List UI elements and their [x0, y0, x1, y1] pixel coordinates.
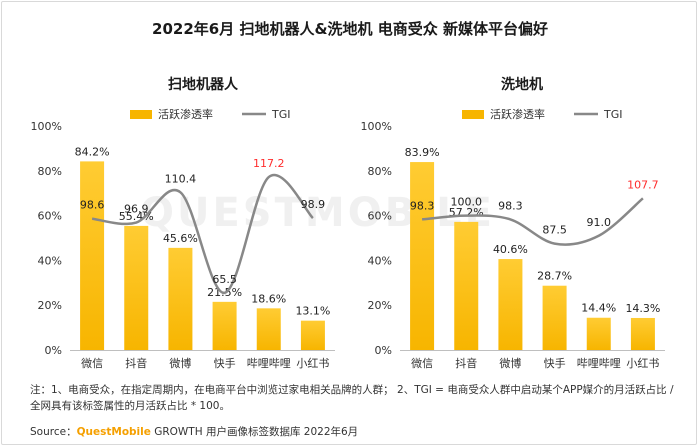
bar — [300, 320, 325, 350]
bar-value-label: 45.6% — [163, 232, 198, 245]
x-tick-label: 抖音 — [455, 356, 477, 370]
bar — [256, 308, 281, 350]
tgi-value-label: 65.5 — [212, 273, 237, 286]
bar — [80, 161, 105, 350]
legend-label-penetration: 活跃渗透率 — [158, 107, 213, 121]
tgi-line — [91, 173, 314, 295]
source-prefix: Source： — [30, 426, 77, 438]
x-tick-label: 微信 — [411, 356, 433, 370]
y-tick-label: 60% — [368, 210, 392, 223]
y-tick-label: 0% — [45, 344, 62, 357]
bar-value-label: 18.6% — [251, 292, 286, 305]
chart-title-robot: 扫地机器人 — [168, 77, 238, 93]
tgi-value-label: 96.9 — [124, 203, 149, 216]
bar-value-label: 13.1% — [295, 305, 330, 318]
y-tick-label: 100% — [361, 120, 392, 133]
tgi-line — [421, 197, 644, 246]
x-tick-label: 哔哩哔哩 — [247, 357, 291, 370]
tgi-value-label: 110.4 — [165, 172, 197, 185]
tgi-value-label: 91.0 — [587, 216, 612, 229]
y-tick-label: 40% — [368, 254, 392, 267]
bar-value-label: 83.9% — [405, 146, 440, 159]
bar — [124, 225, 149, 350]
page-title: 2022年6月 扫地机器人&洗地机 电商受众 新媒体平台偏好 — [152, 20, 548, 38]
y-tick-label: 80% — [368, 165, 392, 178]
chart-title-floor-washer: 洗地机 — [501, 77, 543, 93]
tgi-value-label: 98.9 — [301, 198, 326, 211]
source-rest: GROWTH 用户画像标签数据库 2022年6月 — [150, 426, 359, 438]
x-tick-label: 快手 — [544, 356, 566, 370]
x-tick-label: 微信 — [81, 356, 103, 370]
bar — [454, 221, 479, 350]
y-tick-label: 80% — [38, 165, 62, 178]
bar — [630, 317, 655, 350]
y-tick-label: 40% — [38, 254, 62, 267]
source-brand: QuestMobile — [76, 426, 151, 438]
legend-label-tgi: TGI — [271, 108, 291, 121]
tgi-value-label-highlight: 107.7 — [627, 178, 659, 191]
tgi-value-label-highlight: 117.2 — [253, 157, 285, 170]
legend-label-penetration: 活跃渗透率 — [490, 107, 545, 121]
x-tick-label: 哔哩哔哩 — [577, 357, 621, 370]
footnote: 注：1、电商受众，在指定周期内，在电商平台中浏览过家电相关品牌的人群； 2、TG… — [30, 384, 674, 412]
bar — [586, 317, 611, 350]
y-tick-label: 60% — [38, 210, 62, 223]
bar — [542, 285, 567, 350]
bar-value-label: 28.7% — [537, 270, 572, 283]
x-tick-label: 微博 — [499, 356, 521, 370]
x-tick-label: 快手 — [214, 356, 236, 370]
legend-swatch-penetration — [462, 110, 484, 119]
x-tick-label: 微博 — [169, 356, 191, 370]
y-tick-label: 20% — [38, 299, 62, 312]
tgi-value-label: 98.6 — [80, 199, 105, 212]
x-tick-label: 小红书 — [296, 357, 329, 370]
x-tick-label: 小红书 — [626, 357, 659, 370]
tgi-value-label: 98.3 — [410, 199, 435, 212]
x-tick-label: 抖音 — [125, 356, 147, 370]
bar-value-label: 40.6% — [493, 243, 528, 256]
bar-value-label: 55.4% — [119, 210, 154, 223]
bar — [168, 247, 193, 350]
y-tick-label: 0% — [375, 344, 392, 357]
legend-swatch-penetration — [130, 110, 152, 119]
bar — [498, 259, 523, 350]
tgi-value-label: 87.5 — [542, 224, 567, 237]
bar-value-label: 14.3% — [625, 302, 660, 315]
bar — [410, 162, 435, 350]
y-tick-label: 100% — [31, 120, 62, 133]
tgi-value-label: 98.3 — [498, 199, 523, 212]
legend-label-tgi: TGI — [603, 108, 623, 121]
bar — [212, 301, 237, 350]
tgi-value-label: 100.0 — [451, 196, 483, 209]
bar-value-label: 84.2% — [75, 145, 110, 158]
source-line: Source：QuestMobile GROWTH 用户画像标签数据库 2022… — [30, 424, 680, 439]
bar-value-label: 14.4% — [581, 302, 616, 315]
y-tick-label: 20% — [368, 299, 392, 312]
